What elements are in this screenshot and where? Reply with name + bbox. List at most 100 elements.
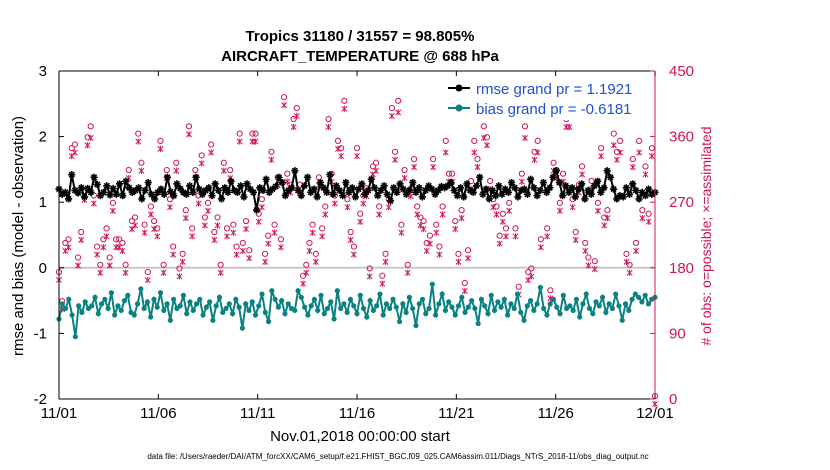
obs-possible-marker <box>261 250 269 257</box>
obs-possible-marker <box>372 159 380 166</box>
series-lines <box>55 167 659 340</box>
bias-point <box>203 304 209 310</box>
obs-possible-marker <box>71 141 78 148</box>
rmse-point <box>122 177 130 185</box>
obs-assimilated-marker <box>474 164 481 171</box>
rmse-point <box>565 188 573 196</box>
obs-possible-marker <box>198 152 205 159</box>
rmse-point <box>237 182 245 190</box>
obs-assimilated-marker <box>100 244 107 251</box>
bias-point <box>416 301 422 307</box>
obs-possible-marker <box>116 236 123 243</box>
obs-possible-marker <box>471 137 478 144</box>
obs-assimilated-marker <box>138 167 145 174</box>
bias-point <box>629 296 635 302</box>
obs-possible-marker <box>208 141 215 148</box>
obs-possible-marker <box>439 203 446 210</box>
obs-assimilated-marker <box>366 273 373 280</box>
obs-possible-marker <box>521 123 529 130</box>
obs-possible-marker <box>445 170 453 177</box>
legend-rmse-label: rmse grand pr = 1.1921 <box>476 81 632 98</box>
rmse-point <box>533 192 541 200</box>
rmse-point <box>319 184 328 192</box>
y2-tick-label: 360 <box>669 129 694 146</box>
obs-possible-marker <box>458 207 465 214</box>
obs-assimilated-marker <box>639 215 646 222</box>
bias-point <box>259 291 265 297</box>
y-tick-label: -2 <box>34 391 47 408</box>
obs-assimilated-marker <box>626 269 633 276</box>
rmse-point <box>600 184 608 192</box>
obs-assimilated-marker <box>246 255 253 262</box>
rmse-point <box>409 178 417 187</box>
rmse-point <box>281 192 289 200</box>
obs-possible-marker <box>639 207 646 214</box>
rmse-point <box>217 195 226 203</box>
obs-possible-marker <box>192 166 199 174</box>
rmse-point <box>625 190 634 198</box>
bias-point <box>403 309 409 316</box>
bias-point <box>396 318 403 325</box>
bias-point <box>229 311 236 317</box>
rmse-point <box>514 193 522 201</box>
bias-point <box>121 298 128 304</box>
bias-point <box>547 301 553 307</box>
obs-possible-marker <box>512 225 519 232</box>
obs-assimilated-marker <box>195 200 202 207</box>
obs-assimilated-marker <box>582 247 589 255</box>
bias-point <box>485 311 491 317</box>
obs-possible-marker <box>106 254 113 261</box>
obs-assimilated-marker <box>239 247 246 255</box>
obs-possible-marker <box>87 123 94 130</box>
obs-possible-marker <box>398 221 405 228</box>
rmse-point <box>313 193 321 201</box>
obs-assimilated-marker <box>569 204 576 211</box>
bias-point <box>89 303 95 309</box>
rmse-point <box>147 190 156 198</box>
obs-possible-marker <box>547 287 554 294</box>
bias-point <box>354 311 360 317</box>
obs-assimilated-marker <box>167 204 173 211</box>
rmse-point <box>498 190 506 198</box>
bias-point <box>639 299 645 305</box>
obs-possible-marker <box>179 250 186 257</box>
obs-possible-marker <box>341 97 348 104</box>
obs-assimilated-marker <box>465 255 471 262</box>
bias-point <box>298 294 304 300</box>
bias-point <box>249 299 255 305</box>
rmse-point <box>259 186 267 194</box>
obs-possible-marker <box>410 156 418 163</box>
bias-point <box>619 317 625 323</box>
x-tick-label: 11/21 <box>438 405 474 422</box>
rmse-point <box>590 182 599 190</box>
obs-possible-marker <box>280 94 288 101</box>
rmse-point <box>482 185 490 193</box>
y2-tick-label: 180 <box>669 260 694 277</box>
obs-assimilated-marker <box>652 400 658 408</box>
rmse-point <box>396 180 404 188</box>
bias-point <box>413 322 419 329</box>
rmse-point <box>288 184 296 192</box>
legend: rmse grand pr = 1.1921 bias grand pr = -… <box>443 78 642 120</box>
rmse-point <box>645 185 653 193</box>
obs-possible-marker <box>455 250 462 257</box>
obs-assimilated-marker <box>455 258 462 265</box>
bias-point <box>108 290 114 296</box>
bias-point <box>390 296 396 302</box>
obs-possible-marker <box>93 243 101 250</box>
rmse-point <box>578 180 586 188</box>
obs-possible-marker <box>249 130 256 137</box>
obs-assimilated-marker <box>211 236 218 244</box>
rmse-point <box>450 186 458 194</box>
rmse-point <box>294 186 302 194</box>
obs-assimilated-marker <box>617 149 624 156</box>
rmse-point <box>106 191 114 199</box>
obs-assimilated-marker <box>623 258 630 265</box>
rmse-point <box>272 182 280 191</box>
bias-point <box>82 299 88 305</box>
obs-assimilated-marker <box>398 229 405 236</box>
obs-assimilated-marker <box>579 171 586 178</box>
bias-point <box>246 307 252 314</box>
obs-assimilated-marker <box>572 236 579 244</box>
obs-assimilated-marker <box>335 145 341 152</box>
